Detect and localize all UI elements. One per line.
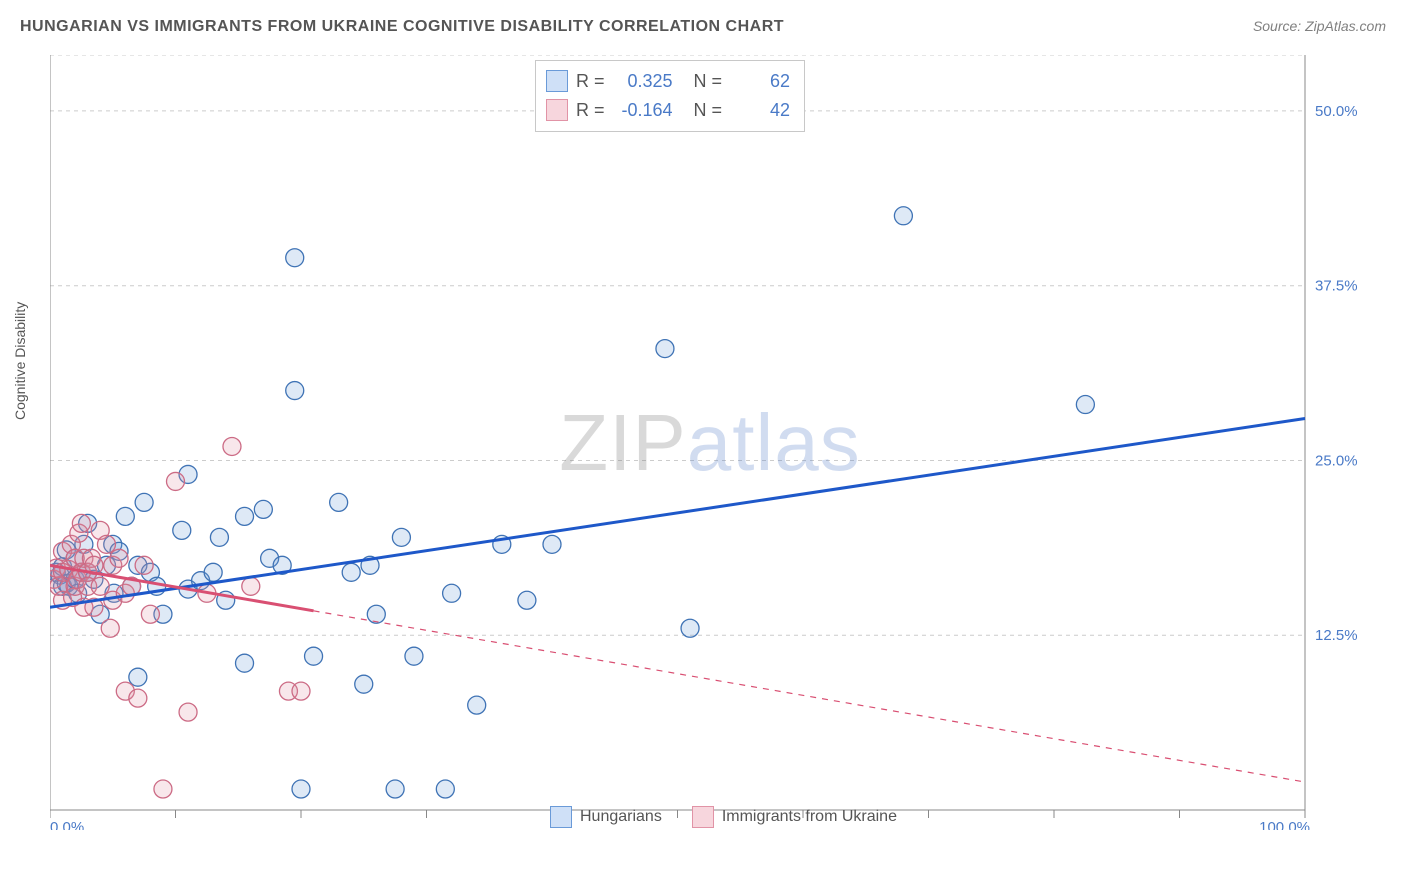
series-legend: Hungarians Immigrants from Ukraine [550, 806, 897, 828]
r-label: R = [576, 96, 605, 125]
legend-item-ukraine: Immigrants from Ukraine [692, 806, 897, 828]
scatter-chart: 12.5% 25.0% 37.5% 50.0% 0.0% 100.0% [50, 55, 1370, 830]
svg-text:0.0%: 0.0% [50, 819, 84, 830]
legend-label: Hungarians [580, 808, 662, 826]
n-value: 42 [730, 96, 790, 125]
svg-text:12.5%: 12.5% [1315, 627, 1358, 644]
swatch-icon [550, 806, 572, 828]
svg-text:25.0%: 25.0% [1315, 452, 1358, 469]
svg-text:50.0%: 50.0% [1315, 103, 1358, 120]
svg-text:37.5%: 37.5% [1315, 278, 1358, 295]
svg-text:100.0%: 100.0% [1259, 819, 1310, 830]
swatch-icon [692, 806, 714, 828]
n-label: N = [694, 96, 723, 125]
swatch-icon [546, 70, 568, 92]
stats-legend: R = 0.325 N = 62 R = -0.164 N = 42 [535, 60, 805, 132]
legend-label: Immigrants from Ukraine [722, 808, 897, 826]
swatch-icon [546, 99, 568, 121]
chart-title: HUNGARIAN VS IMMIGRANTS FROM UKRAINE COG… [20, 18, 784, 36]
stats-row-ukraine: R = -0.164 N = 42 [546, 96, 790, 125]
n-value: 62 [730, 67, 790, 96]
source-credit: Source: ZipAtlas.com [1253, 18, 1386, 34]
y-axis-label: Cognitive Disability [12, 302, 28, 420]
legend-item-hungarians: Hungarians [550, 806, 662, 828]
r-label: R = [576, 67, 605, 96]
r-value: -0.164 [613, 96, 673, 125]
n-label: N = [694, 67, 723, 96]
chart-area: 12.5%25.0%37.5%50.0%0.0%100.0% ZIPatlas … [50, 55, 1370, 830]
stats-row-hungarians: R = 0.325 N = 62 [546, 67, 790, 96]
r-value: 0.325 [613, 67, 673, 96]
